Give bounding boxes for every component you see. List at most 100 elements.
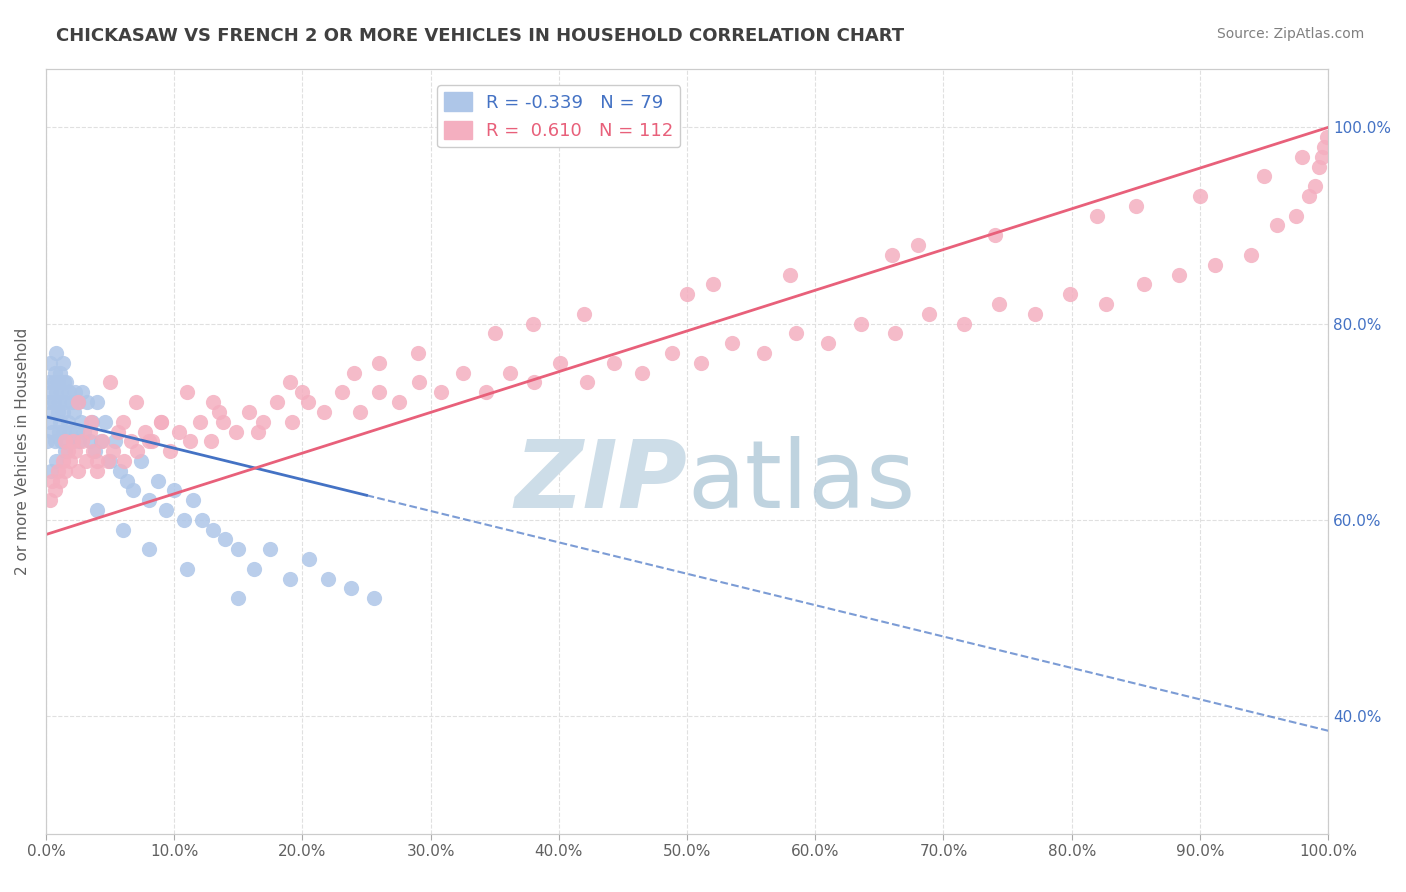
- Point: [53, 395, 76, 409]
- Point: [883, 326, 905, 341]
- Point: [430, 385, 453, 400]
- Point: [1285, 209, 1308, 223]
- Point: [129, 454, 152, 468]
- Point: [70, 434, 93, 449]
- Point: [159, 444, 181, 458]
- Point: [298, 552, 321, 566]
- Point: [316, 572, 339, 586]
- Text: Source: ZipAtlas.com: Source: ZipAtlas.com: [1216, 27, 1364, 41]
- Point: [574, 307, 596, 321]
- Point: [1291, 150, 1313, 164]
- Point: [661, 346, 683, 360]
- Point: [65, 444, 87, 458]
- Point: [49, 474, 72, 488]
- Point: [522, 317, 544, 331]
- Point: [484, 326, 506, 341]
- Point: [721, 336, 744, 351]
- Point: [44, 483, 66, 498]
- Point: [38, 415, 60, 429]
- Point: [70, 385, 93, 400]
- Point: [242, 562, 264, 576]
- Point: [44, 366, 66, 380]
- Point: [79, 434, 101, 449]
- Point: [188, 415, 211, 429]
- Point: [94, 415, 117, 429]
- Point: [702, 277, 724, 292]
- Point: [183, 493, 205, 508]
- Point: [907, 238, 929, 252]
- Point: [343, 366, 366, 380]
- Point: [52, 425, 75, 439]
- Point: [1085, 209, 1108, 223]
- Point: [785, 326, 807, 341]
- Point: [1095, 297, 1118, 311]
- Point: [173, 513, 195, 527]
- Point: [42, 376, 65, 390]
- Point: [41, 425, 63, 439]
- Point: [214, 533, 236, 547]
- Point: [631, 366, 654, 380]
- Point: [918, 307, 941, 321]
- Point: [138, 434, 160, 449]
- Point: [363, 591, 385, 606]
- Point: [523, 376, 546, 390]
- Point: [690, 356, 713, 370]
- Point: [1313, 140, 1336, 154]
- Point: [110, 464, 132, 478]
- Point: [66, 464, 89, 478]
- Text: CHICKASAW VS FRENCH 2 OR MORE VEHICLES IN HOUSEHOLD CORRELATION CHART: CHICKASAW VS FRENCH 2 OR MORE VEHICLES I…: [56, 27, 904, 45]
- Point: [169, 425, 191, 439]
- Point: [1024, 307, 1046, 321]
- Point: [576, 376, 599, 390]
- Point: [499, 366, 522, 380]
- Point: [38, 376, 60, 390]
- Point: [278, 572, 301, 586]
- Point: [291, 385, 314, 400]
- Point: [82, 444, 104, 458]
- Point: [120, 434, 142, 449]
- Point: [155, 503, 177, 517]
- Point: [882, 248, 904, 262]
- Text: atlas: atlas: [688, 435, 915, 528]
- Point: [75, 454, 97, 468]
- Point: [1132, 277, 1154, 292]
- Point: [58, 385, 80, 400]
- Point: [60, 395, 83, 409]
- Point: [387, 395, 409, 409]
- Point: [112, 454, 135, 468]
- Point: [66, 395, 89, 409]
- Point: [83, 444, 105, 458]
- Point: [163, 483, 186, 498]
- Point: [73, 425, 96, 439]
- Point: [817, 336, 839, 351]
- Point: [259, 542, 281, 557]
- Point: [201, 395, 224, 409]
- Point: [98, 454, 121, 468]
- Point: [1298, 189, 1320, 203]
- Point: [98, 376, 121, 390]
- Point: [67, 434, 90, 449]
- Point: [38, 395, 60, 409]
- Point: [66, 395, 89, 409]
- Point: [53, 464, 76, 478]
- Point: [38, 493, 60, 508]
- Point: [752, 346, 775, 360]
- Point: [208, 405, 231, 419]
- Point: [44, 434, 66, 449]
- Point: [314, 405, 336, 419]
- Point: [349, 405, 371, 419]
- Point: [179, 434, 201, 449]
- Point: [49, 415, 72, 429]
- Point: [676, 287, 699, 301]
- Point: [1188, 189, 1211, 203]
- Point: [603, 356, 626, 370]
- Point: [45, 454, 67, 468]
- Point: [53, 434, 76, 449]
- Point: [1265, 219, 1288, 233]
- Point: [1059, 287, 1081, 301]
- Point: [52, 405, 75, 419]
- Point: [56, 444, 79, 458]
- Point: [96, 454, 118, 468]
- Point: [63, 405, 86, 419]
- Point: [330, 385, 353, 400]
